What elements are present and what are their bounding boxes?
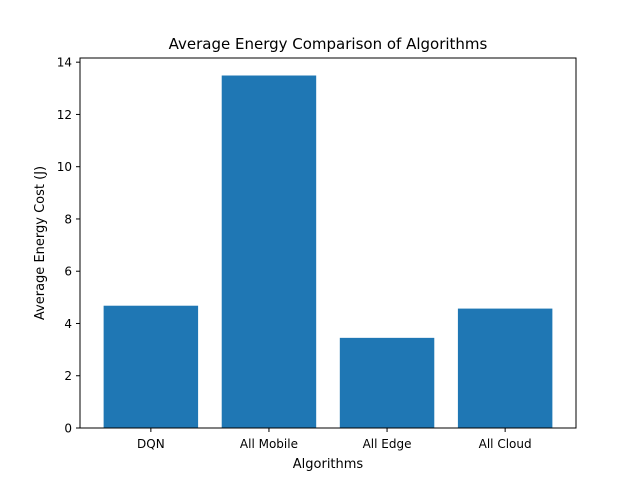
y-axis-label: Average Energy Cost (J) (33, 166, 48, 320)
y-tick-label: 10 (57, 160, 72, 174)
x-tick-label: All Edge (363, 437, 412, 451)
y-tick-label: 6 (64, 265, 72, 279)
bar-all-cloud (457, 308, 553, 428)
y-tick-label: 2 (64, 369, 72, 383)
y-tick-label: 0 (64, 422, 72, 436)
y-tick-label: 4 (64, 317, 72, 331)
plot-frame (79, 57, 577, 429)
y-tick-label: 12 (57, 108, 72, 122)
y-axis-ticks: 0 2 4 6 8 10 12 14 (57, 56, 80, 436)
bars-layer (103, 75, 553, 428)
bar-all-mobile (221, 75, 317, 428)
y-tick-label: 8 (64, 212, 72, 226)
bar-dqn (103, 305, 199, 428)
x-tick-label: All Cloud (479, 437, 532, 451)
x-tick-label: DQN (137, 437, 165, 451)
x-axis-ticks: DQN All Mobile All Edge All Cloud (137, 428, 532, 451)
y-tick-label: 14 (57, 56, 72, 70)
chart-title: Average Energy Comparison of Algorithms (169, 35, 488, 53)
x-tick-label: All Mobile (240, 437, 298, 451)
x-axis-label: Algorithms (293, 457, 364, 472)
bar-all-edge (339, 337, 435, 428)
